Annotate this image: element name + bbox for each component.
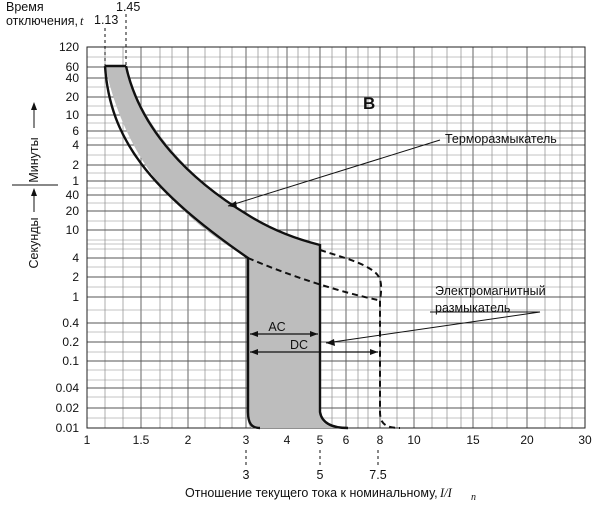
y-tick-label: 10 (66, 108, 80, 122)
thermal-leader-line (227, 139, 441, 207)
y-axis-variable: t (80, 14, 84, 28)
thermal-leader-arrow (228, 201, 237, 208)
trip-curves (103, 64, 541, 430)
x-tick-label: 8 (377, 433, 384, 447)
magnetic-release-label-2: размыкатель (435, 301, 510, 315)
y-tick-label: 40 (66, 188, 80, 202)
y-tick-label: 0.2 (62, 335, 79, 349)
y-tick-label: 6 (72, 124, 79, 138)
dc-arrow-left (250, 349, 258, 355)
x-axis-label: Отношение текущего тока к номинальному, (185, 486, 438, 500)
dc-dashed-curve (319, 249, 401, 429)
x-tick-label: 30 (578, 433, 592, 447)
top-marker-1-13: 1.13 (94, 13, 118, 27)
minutes-label: Минуты (27, 137, 41, 182)
y-tick-label: 0.02 (56, 401, 80, 415)
x-tick-label: 2 (185, 433, 192, 447)
magnetic-leader-arrow (326, 339, 335, 346)
x-tick-label: 1 (84, 433, 91, 447)
bottom-marker-label: 7.5 (369, 468, 386, 482)
magnetic-leader-line (325, 311, 541, 344)
characteristic-letter: B (363, 94, 375, 113)
x-tick-label: 6 (343, 433, 350, 447)
magnetic-release-label-1: Электромагнитный (435, 284, 546, 298)
y-tick-label: 0.4 (62, 316, 79, 330)
upper-boundary-curve (124, 65, 349, 430)
top-marker-1-45: 1.45 (116, 0, 140, 14)
y-tick-label: 0.01 (56, 421, 80, 435)
trip-band (105, 66, 345, 428)
y-tick-label: 4 (72, 138, 79, 152)
lower-boundary-curve (103, 65, 261, 430)
bottom-marker-label: 5 (317, 468, 324, 482)
dc-arrow-right (370, 349, 378, 355)
y-tick-label: 20 (66, 204, 80, 218)
thermal-release-label: Терморазмыкатель (445, 132, 557, 146)
plot-frame (86, 46, 586, 429)
y-axis-label-top: Время (6, 0, 44, 14)
grid-lines (86, 46, 586, 429)
axis-ticks: 1206040201064214020104210.40.20.10.040.0… (56, 14, 592, 482)
tripping-zone (105, 66, 345, 428)
x-axis-variable: I/I (439, 486, 453, 500)
x-tick-label: 4 (284, 433, 291, 447)
y-tick-label: 0.04 (56, 381, 80, 395)
x-tick-label: 10 (407, 433, 421, 447)
y-tick-label: 4 (72, 251, 79, 265)
seconds-arrow (31, 188, 37, 212)
ac-label: AC (268, 320, 285, 334)
bottom-marker-label: 3 (243, 468, 250, 482)
y-tick-label: 10 (66, 223, 80, 237)
seconds-label: Секунды (27, 217, 41, 268)
y-tick-label: 2 (72, 158, 79, 172)
dc-lower-dashed-curve (247, 257, 379, 301)
y-tick-label: 1 (72, 174, 79, 188)
x-tick-label: 15 (466, 433, 480, 447)
y-tick-label: 20 (66, 90, 80, 104)
x-tick-label: 3 (243, 433, 250, 447)
y-tick-label: 2 (72, 270, 79, 284)
ac-arrow-left (250, 331, 258, 337)
y-tick-label: 60 (66, 60, 80, 74)
y-tick-label: 1 (72, 290, 79, 304)
x-axis-variable-subscript: n (471, 492, 476, 503)
ac-arrow-right (310, 331, 318, 337)
minutes-arrow (31, 102, 37, 128)
y-tick-label: 40 (66, 71, 80, 85)
x-tick-label: 1.5 (133, 433, 150, 447)
dc-label: DC (290, 338, 308, 352)
y-tick-label: 120 (59, 40, 79, 54)
x-tick-label: 20 (520, 433, 534, 447)
y-axis-label-bottom: отключения, (6, 14, 78, 28)
x-tick-label: 5 (317, 433, 324, 447)
y-tick-label: 0.1 (62, 354, 79, 368)
